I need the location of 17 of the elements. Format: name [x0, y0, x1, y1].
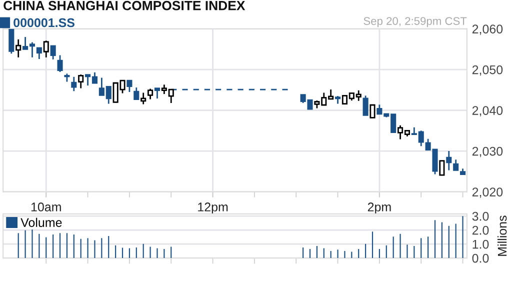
y-axis-title: Millions	[498, 216, 507, 256]
y-tick-label: 0.0	[472, 254, 489, 263]
x-tick-label: 10am	[31, 202, 61, 212]
y-tick-label: 2,020	[472, 188, 503, 198]
chart-title: CHINA SHANGHAI COMPOSITE INDEX	[4, 0, 246, 10]
y-tick-label: 2,050	[472, 65, 503, 76]
y-tick-label: 2,060	[472, 24, 503, 35]
text: Sep 20, 2:59pm CST	[364, 17, 467, 28]
y-tick-label: 2.0	[472, 226, 489, 235]
y-tick-label: 2,040	[472, 106, 503, 116]
legend-label: Volume	[20, 218, 62, 227]
x-tick-label: 12pm	[198, 202, 228, 214]
legend-label: 000001.SS	[14, 18, 74, 28]
y-tick-label: 1.0	[472, 240, 489, 249]
y-tick-label: 3.0	[472, 212, 489, 221]
y-tick-label: 2,030	[472, 146, 503, 158]
x-tick-label: 2pm	[368, 202, 391, 214]
